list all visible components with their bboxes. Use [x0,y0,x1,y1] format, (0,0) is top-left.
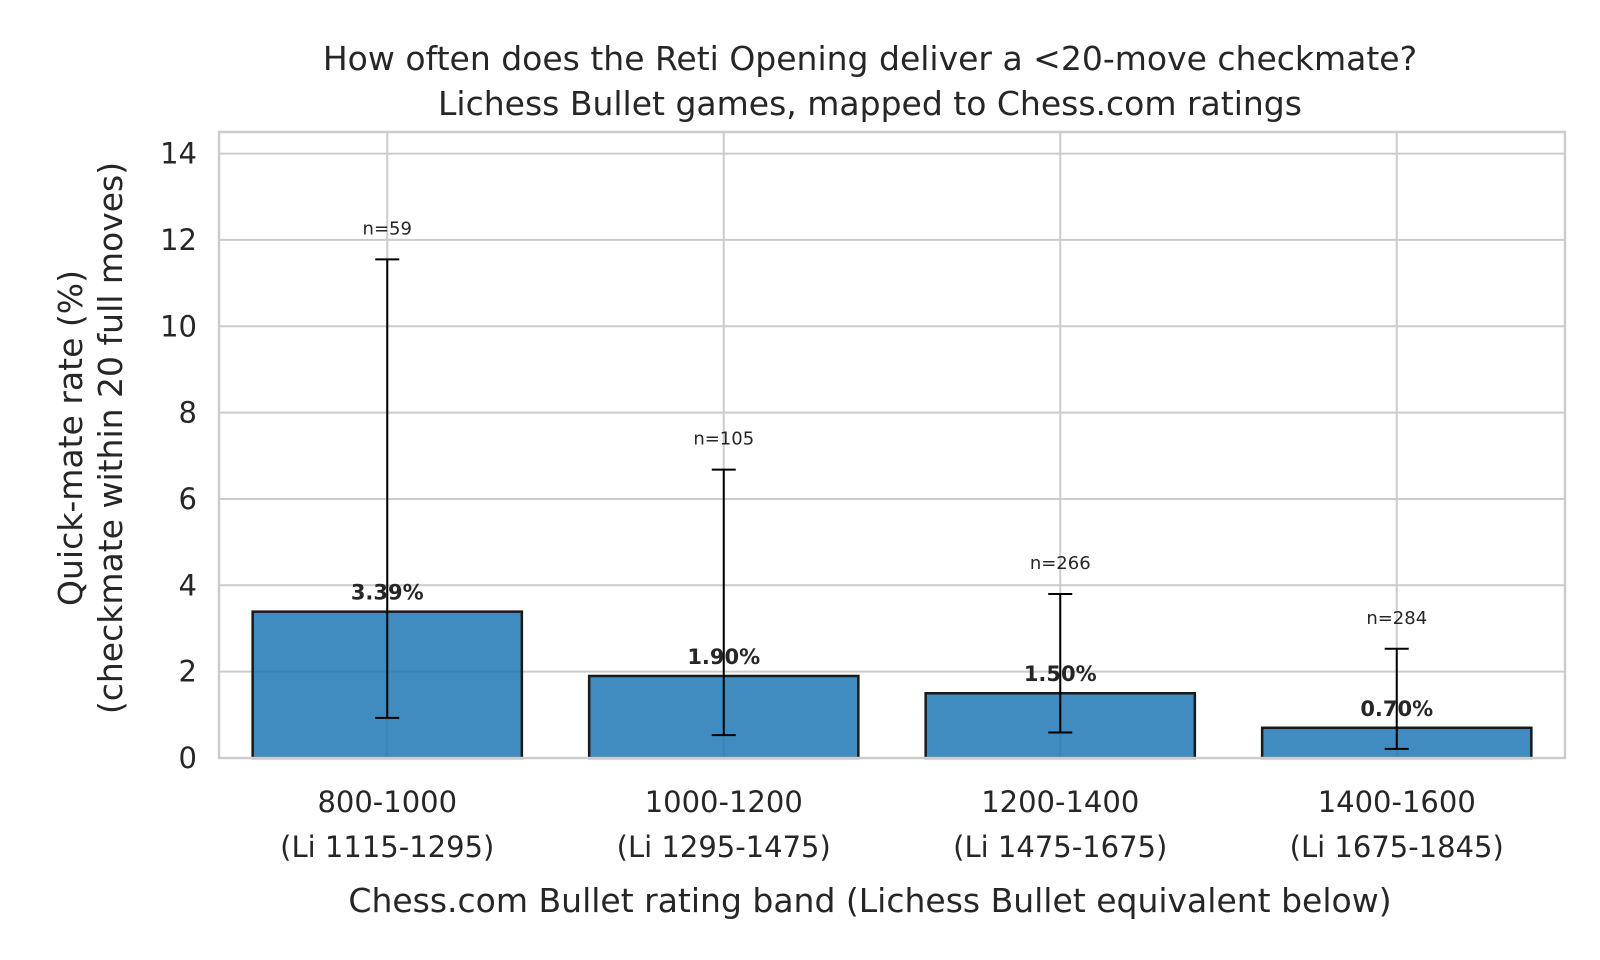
bar-value-label: 0.70% [1360,697,1433,721]
y-tick-label: 12 [160,223,197,257]
plot-frame [217,130,1567,760]
chart-subtitle: Lichess Bullet games, mapped to Chess.co… [438,84,1302,123]
x-tick-sublabel: (Li 1475-1675) [953,830,1167,864]
error-bars [375,258,1409,750]
bar-sample-size-label: n=266 [1030,553,1091,574]
bar-value-label: 1.90% [687,645,760,669]
x-axis-label: Chess.com Bullet rating band (Lichess Bu… [348,881,1391,920]
x-tick-sublabel: (Li 1115-1295) [280,830,494,864]
y-axis-label-line2: (checkmate within 20 full moves) [91,162,130,714]
y-tick-label: 10 [160,309,197,343]
x-tick-label: 1200-1400 [981,785,1139,819]
y-tick-label: 6 [179,482,197,516]
x-tick-sublabel: (Li 1675-1845) [1290,830,1504,864]
bar-sample-size-label: n=59 [363,218,412,239]
x-tick-label: 800-1000 [317,785,457,819]
x-tick-label: 1400-1600 [1318,785,1476,819]
x-tick-sublabel: (Li 1295-1475) [617,830,831,864]
bar-value-label: 1.50% [1024,662,1097,686]
y-tick-label: 14 [160,137,197,171]
bar-sample-size-label: n=284 [1366,608,1427,629]
chart-title: How often does the Reti Opening deliver … [323,39,1417,78]
y-tick-label: 0 [179,741,197,775]
y-tick-label: 2 [179,655,197,689]
y-tick-label: 8 [179,396,197,430]
y-axis-ticks: 0 2 4 6 8 10 12 14 [160,137,197,775]
bar-value-label: 3.39% [351,581,424,605]
y-axis-label-line1: Quick-mate rate (%) [51,270,90,606]
bars [251,610,1533,760]
y-tick-label: 4 [179,568,197,602]
x-tick-label: 1000-1200 [645,785,803,819]
bar-labels: 3.39% n=59 1.90% n=105 1.50% n=266 0.70% n=284 [351,218,1433,720]
bar-sample-size-label: n=105 [693,429,754,450]
x-axis-ticks: 800-1000 (Li 1115-1295) 1000-1200 (Li 1295-… [280,785,1504,864]
